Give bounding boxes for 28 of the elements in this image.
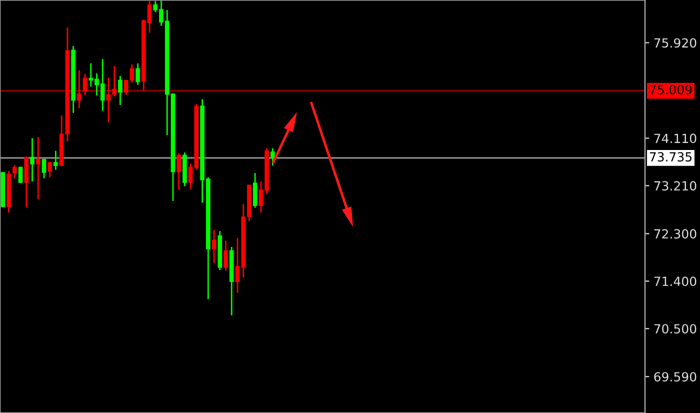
candlestick (252, 172, 258, 209)
candlestick (82, 73, 88, 96)
candlestick (130, 64, 134, 84)
y-tick-label: 75.920 (654, 38, 696, 48)
candlestick (270, 148, 275, 166)
candlestick (118, 75, 122, 106)
candlestick (224, 240, 228, 272)
candlestick (188, 162, 193, 190)
candlestick (12, 164, 17, 179)
candlestick (30, 138, 34, 182)
candlestick (176, 152, 182, 191)
y-tick-label: 74.110 (654, 134, 696, 144)
y-tick-label: 71.400 (654, 276, 696, 286)
y-tick-label: 73.210 (654, 181, 696, 191)
candlestick (136, 62, 140, 86)
candlestick (18, 166, 23, 184)
candlestick (48, 161, 52, 178)
candlestick (36, 136, 40, 200)
ref-line-label: 75.009 (650, 84, 692, 94)
y-tick-label: 70.500 (654, 324, 696, 334)
candlestick (42, 158, 46, 179)
y-tick-label: 69.590 (654, 372, 696, 382)
candlestick (124, 79, 128, 96)
y-tick-label: 72.300 (654, 229, 696, 239)
ref-line-label: 73.735 (650, 152, 692, 162)
candlestick (212, 229, 216, 264)
candlestick (76, 69, 82, 109)
candlestick (54, 150, 58, 171)
